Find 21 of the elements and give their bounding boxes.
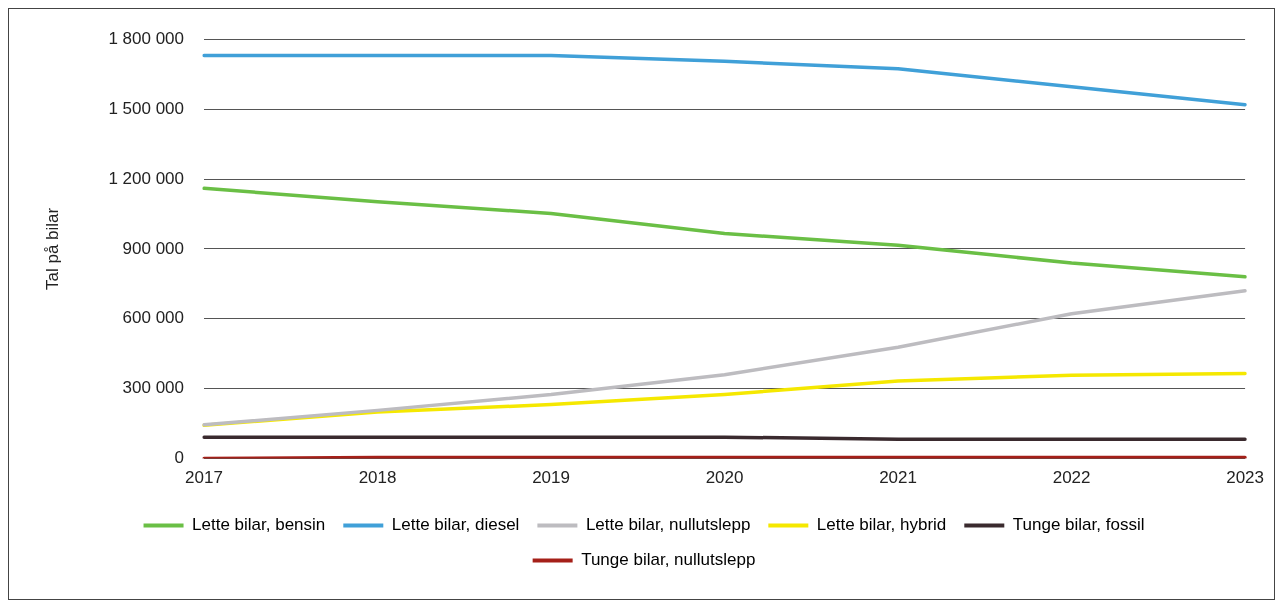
x-tick-label: 2021 (879, 468, 917, 488)
legend-label: Lette bilar, diesel (391, 515, 520, 535)
x-tick-label: 2020 (705, 468, 744, 488)
x-tick-label: 2019 (532, 468, 570, 488)
y-tick-label: 1 500 000 (108, 98, 185, 118)
x-tick-label: 2023 (1226, 468, 1264, 488)
y-tick-label: 900 000 (122, 238, 185, 258)
x-tick-label: 2022 (1052, 468, 1091, 488)
x-tick-label: 2017 (185, 468, 223, 488)
y-tick-label: 0 (174, 448, 185, 468)
y-tick-label: 300 000 (122, 378, 185, 398)
legend-label: Tunge bilar, nullutslepp (581, 550, 756, 570)
legend-label: Tunge bilar, fossil (1012, 515, 1145, 535)
y-axis-title: Tal på bilar (42, 207, 62, 291)
y-tick-label: 1 200 000 (108, 168, 185, 188)
legend-label: Lette bilar, nullutslepp (585, 515, 751, 535)
y-tick-label: 1 800 000 (108, 28, 185, 48)
x-tick-label: 2018 (358, 468, 397, 488)
legend-label: Lette bilar, bensin (192, 515, 326, 535)
legend-label: Lette bilar, hybrid (816, 515, 947, 535)
y-tick-label: 600 000 (122, 308, 185, 328)
